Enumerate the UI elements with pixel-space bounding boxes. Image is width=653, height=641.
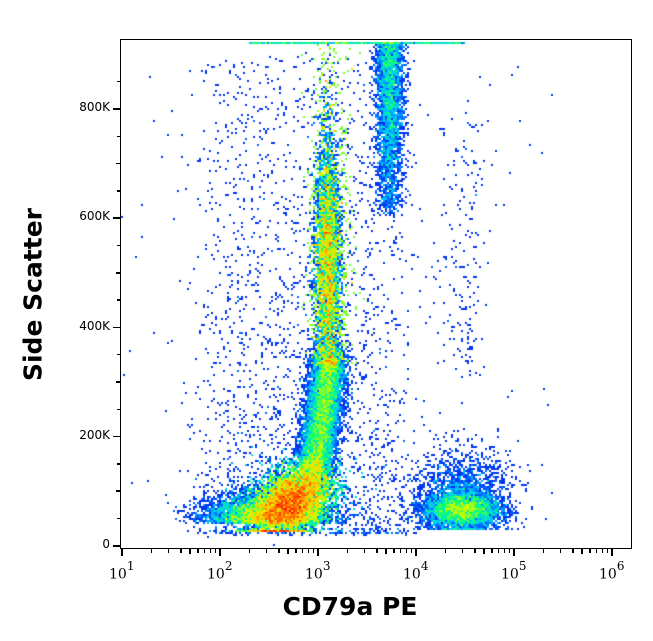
x-tick-label: 103: [305, 559, 331, 583]
x-minor-tick: [301, 549, 304, 553]
x-minor-tick: [581, 549, 583, 554]
y-axis-title: Side Scatter: [18, 208, 48, 382]
x-tick-exponent: 4: [420, 559, 429, 573]
y-minor-tick: [117, 517, 121, 520]
y-tick-label: 800K: [79, 100, 110, 115]
y-minor-tick: [117, 299, 121, 301]
x-tick-label: 102: [207, 559, 233, 583]
y-minor-tick: [116, 490, 121, 492]
y-minor-tick: [116, 162, 121, 165]
y-minor-tick: [117, 463, 121, 465]
x-tick-base: 10: [403, 566, 421, 583]
x-minor-tick: [393, 549, 395, 553]
x-tick-base: 10: [207, 566, 225, 583]
x-minor-tick: [508, 549, 511, 553]
y-tick-label: 200K: [79, 427, 110, 442]
x-minor-tick: [214, 549, 217, 553]
x-minor-tick: [295, 549, 297, 553]
y-tick-label: 0: [102, 537, 110, 551]
x-minor-tick: [376, 549, 378, 553]
density-plot: [121, 40, 631, 548]
y-minor-tick: [117, 353, 121, 356]
y-tick-label: 400K: [79, 318, 110, 333]
x-tick-base: 10: [501, 566, 519, 583]
x-minor-tick: [180, 549, 182, 553]
x-minor-tick: [265, 549, 268, 553]
x-tick-exponent: 6: [616, 559, 625, 573]
x-minor-tick: [491, 549, 493, 553]
x-minor-tick: [589, 549, 591, 553]
x-minor-tick: [248, 549, 250, 553]
y-tick-mark: [113, 326, 121, 329]
x-minor-tick: [203, 549, 206, 553]
x-minor-tick: [150, 549, 152, 553]
x-tick-exponent: 1: [126, 559, 135, 573]
x-tick-label: 101: [109, 559, 135, 583]
x-minor-tick: [363, 549, 366, 553]
x-minor-tick: [167, 549, 170, 553]
x-minor-tick: [209, 549, 211, 553]
y-minor-tick: [117, 190, 121, 192]
x-minor-tick: [405, 549, 407, 553]
x-tick-label: 106: [599, 559, 625, 583]
x-tick-exponent: 2: [224, 559, 233, 573]
x-minor-tick: [197, 549, 199, 553]
y-tick-mark: [113, 435, 121, 438]
x-tick-exponent: 3: [322, 559, 331, 573]
x-tick-label: 105: [501, 559, 527, 583]
x-tick-base: 10: [305, 566, 323, 583]
y-minor-tick: [117, 244, 121, 247]
y-tick-mark: [113, 217, 121, 219]
y-minor-tick: [116, 272, 121, 274]
x-minor-tick: [189, 549, 191, 554]
y-minor-tick: [117, 408, 121, 410]
x-tick-mark: [121, 549, 123, 556]
x-tick-mark: [219, 549, 221, 556]
y-tick-mark: [113, 108, 121, 110]
x-minor-tick: [312, 549, 315, 553]
x-tick-mark: [611, 549, 613, 556]
x-minor-tick: [606, 549, 609, 553]
x-minor-tick: [474, 549, 476, 553]
x-minor-tick: [287, 549, 289, 554]
x-minor-tick: [444, 549, 446, 553]
x-minor-tick: [595, 549, 598, 553]
x-minor-tick: [346, 549, 348, 553]
x-minor-tick: [542, 549, 544, 553]
x-minor-tick: [559, 549, 562, 553]
x-tick-mark: [317, 549, 319, 556]
x-axis-title: CD79a PE: [282, 592, 418, 621]
x-minor-tick: [399, 549, 402, 553]
x-tick-exponent: 5: [518, 559, 527, 573]
x-tick-base: 10: [599, 566, 617, 583]
y-minor-tick: [117, 135, 121, 137]
x-tick-base: 10: [109, 566, 127, 583]
x-minor-tick: [410, 549, 413, 553]
x-minor-tick: [385, 549, 387, 554]
x-minor-tick: [497, 549, 500, 553]
y-tick-mark: [113, 545, 121, 547]
x-tick-mark: [513, 549, 515, 556]
x-minor-tick: [483, 549, 485, 554]
y-tick-label: 600K: [79, 209, 110, 224]
x-tick-label: 104: [403, 559, 429, 583]
y-minor-tick: [117, 80, 121, 83]
x-minor-tick: [461, 549, 464, 553]
x-minor-tick: [503, 549, 505, 553]
x-tick-mark: [415, 549, 417, 556]
x-minor-tick: [307, 549, 309, 553]
x-minor-tick: [601, 549, 603, 553]
y-minor-tick: [116, 381, 121, 383]
x-minor-tick: [278, 549, 280, 553]
x-minor-tick: [572, 549, 574, 553]
